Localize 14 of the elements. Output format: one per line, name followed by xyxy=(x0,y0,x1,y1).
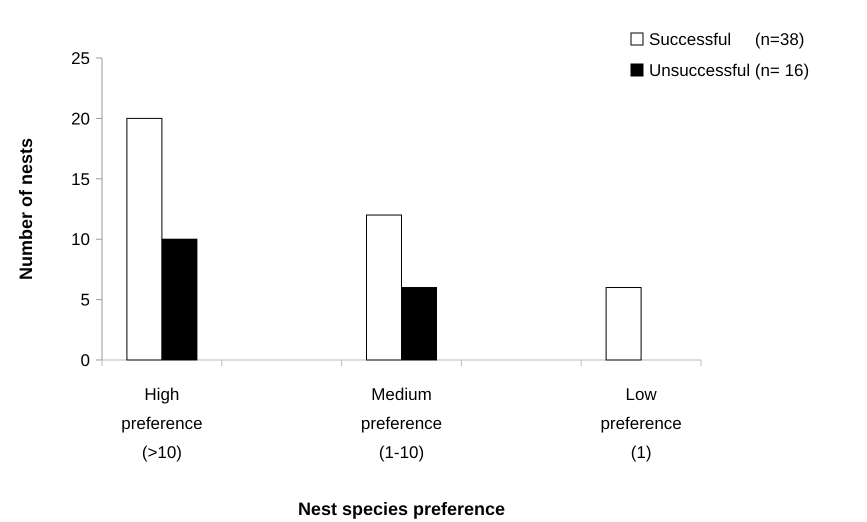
y-tick-label: 0 xyxy=(80,350,90,370)
x-tick-label: Low preference (1) xyxy=(600,385,682,462)
y-tick-label: 15 xyxy=(71,170,90,189)
x-tick-label: High preference (>10) xyxy=(121,385,203,462)
y-axis-title: Number of nests xyxy=(16,138,36,280)
legend-label: Successful (n=38) xyxy=(649,30,804,49)
x-tick-label: Medium preference (1-10) xyxy=(360,385,442,462)
x-axis-title: Nest species preference xyxy=(298,499,506,519)
y-tick-label: 10 xyxy=(71,230,90,250)
y-tick-label: 20 xyxy=(71,109,90,128)
y-tick-label: 25 xyxy=(71,48,90,68)
bar xyxy=(606,287,642,360)
y-tick-label: 5 xyxy=(80,290,90,310)
legend-label: Unsuccessful (n= 16) xyxy=(649,60,810,80)
